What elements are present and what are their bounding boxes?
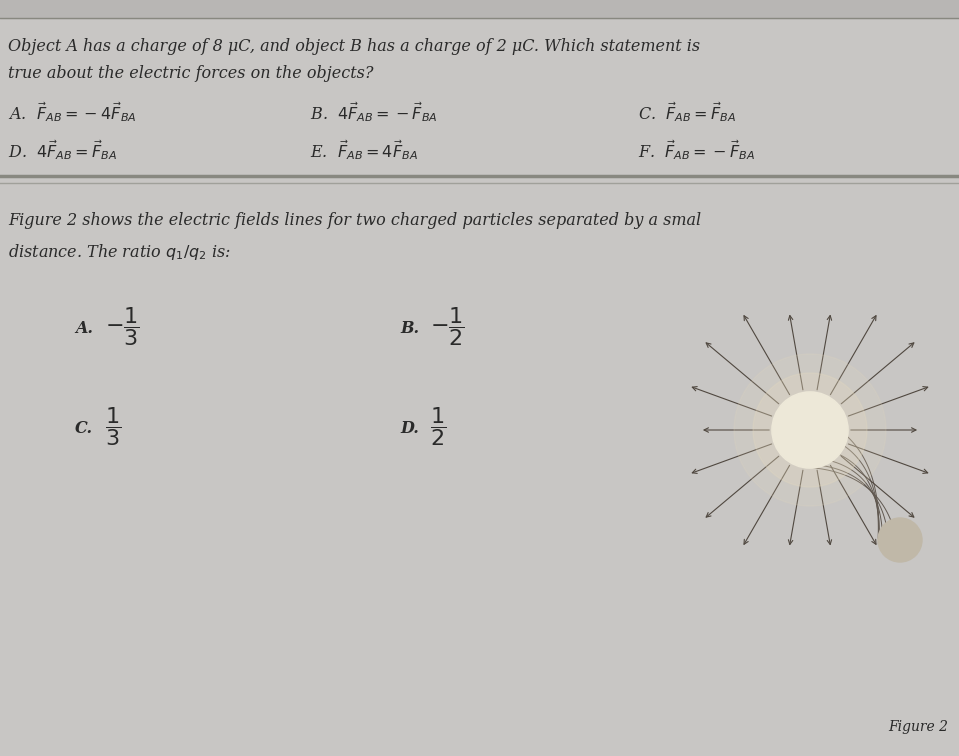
Circle shape bbox=[734, 354, 886, 506]
Text: C.: C. bbox=[75, 420, 93, 437]
Circle shape bbox=[772, 392, 848, 468]
Text: E.  $\vec{F}_{AB} = 4\vec{F}_{BA}$: E. $\vec{F}_{AB} = 4\vec{F}_{BA}$ bbox=[310, 138, 418, 162]
Bar bbox=[0, 0, 959, 18]
Text: B.: B. bbox=[400, 320, 419, 337]
Text: B.  $4\vec{F}_{AB} = -\vec{F}_{BA}$: B. $4\vec{F}_{AB} = -\vec{F}_{BA}$ bbox=[310, 100, 437, 124]
Text: D.  $4\vec{F}_{AB} = \vec{F}_{BA}$: D. $4\vec{F}_{AB} = \vec{F}_{BA}$ bbox=[8, 138, 117, 162]
Text: $\dfrac{1}{3}$: $\dfrac{1}{3}$ bbox=[105, 405, 121, 448]
Text: F.  $\vec{F}_{AB} = -\vec{F}_{BA}$: F. $\vec{F}_{AB} = -\vec{F}_{BA}$ bbox=[638, 138, 755, 162]
Text: $-\dfrac{1}{3}$: $-\dfrac{1}{3}$ bbox=[105, 305, 140, 348]
Text: distance. The ratio $q_1/q_2$ is:: distance. The ratio $q_1/q_2$ is: bbox=[8, 242, 231, 262]
Circle shape bbox=[878, 518, 922, 562]
Text: Figure 2 shows the electric fields lines for two charged particles separated by : Figure 2 shows the electric fields lines… bbox=[8, 212, 701, 229]
Circle shape bbox=[753, 373, 867, 487]
Text: D.: D. bbox=[400, 420, 419, 437]
Text: $-\dfrac{1}{2}$: $-\dfrac{1}{2}$ bbox=[430, 305, 465, 348]
Text: A.  $\vec{F}_{AB} = -4\vec{F}_{BA}$: A. $\vec{F}_{AB} = -4\vec{F}_{BA}$ bbox=[8, 100, 136, 124]
Text: A.: A. bbox=[75, 320, 93, 337]
Text: true about the electric forces on the objects?: true about the electric forces on the ob… bbox=[8, 65, 373, 82]
Text: C.  $\vec{F}_{AB} = \vec{F}_{BA}$: C. $\vec{F}_{AB} = \vec{F}_{BA}$ bbox=[638, 100, 737, 124]
Text: Object A has a charge of 8 μC, and object B has a charge of 2 μC. Which statemen: Object A has a charge of 8 μC, and objec… bbox=[8, 38, 700, 55]
Text: $\dfrac{1}{2}$: $\dfrac{1}{2}$ bbox=[430, 405, 446, 448]
Text: Figure 2: Figure 2 bbox=[888, 720, 948, 734]
